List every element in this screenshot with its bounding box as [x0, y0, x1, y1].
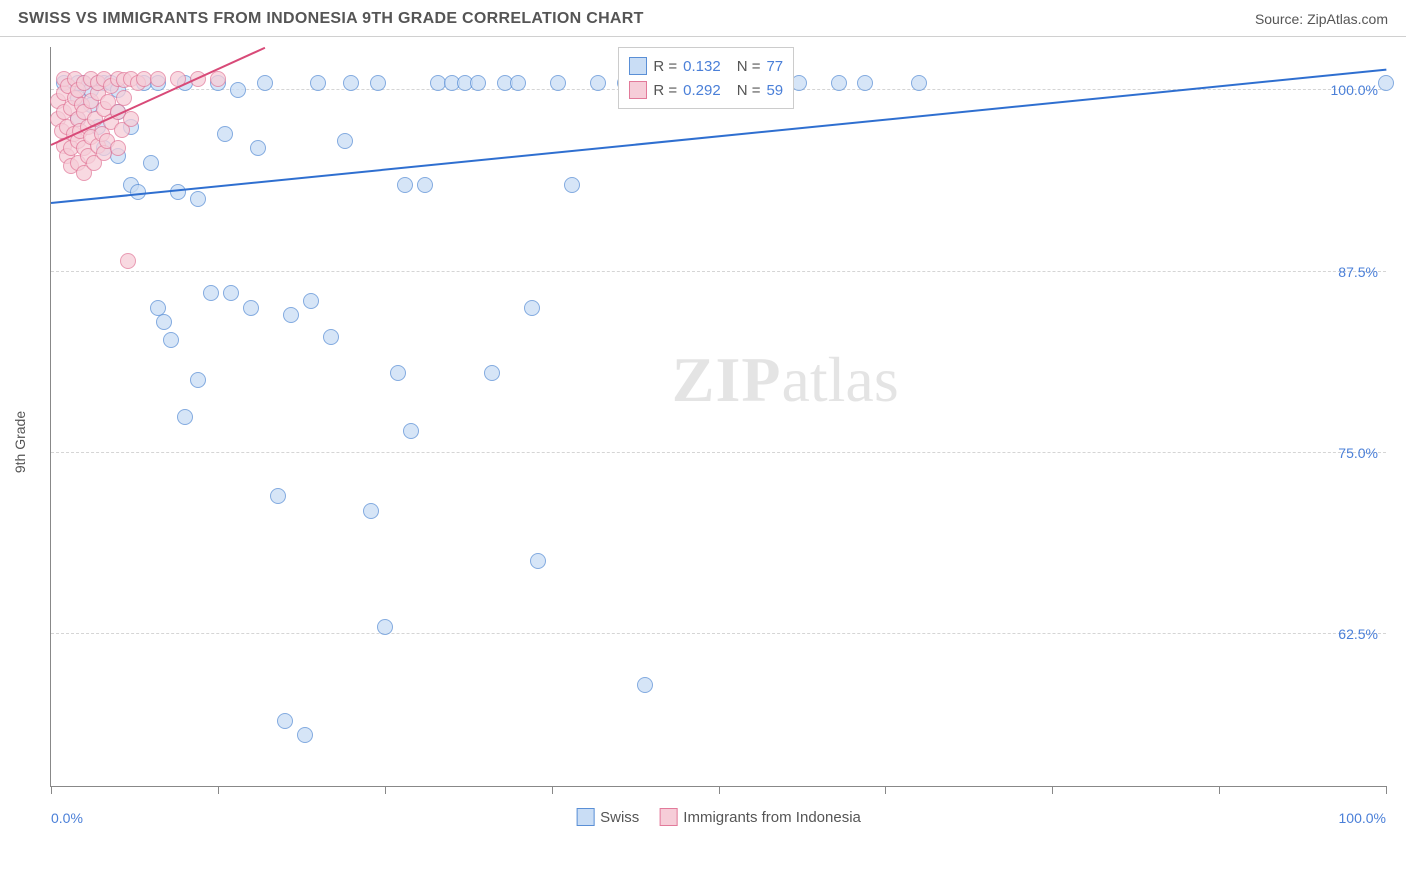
legend-r-value: 0.132 — [683, 58, 721, 75]
x-tick — [719, 786, 720, 794]
data-point — [484, 365, 500, 381]
y-tick-label: 62.5% — [1338, 626, 1378, 642]
legend-r-label: R = — [653, 82, 677, 99]
legend-swatch — [659, 808, 677, 826]
data-point — [270, 488, 286, 504]
x-min-label: 0.0% — [51, 810, 83, 826]
data-point — [403, 423, 419, 439]
data-point — [123, 111, 139, 127]
chart-container: 9th Grade ZIPatlas 62.5% 75.0% 87.5% 100.0%… — [0, 37, 1406, 847]
legend-row: R = 0.132 N = 77 — [629, 54, 783, 78]
watermark: ZIPatlas — [672, 343, 899, 417]
plot-area: ZIPatlas 62.5%75.0%87.5%100.0%0.0%100.0%… — [50, 47, 1386, 787]
y-tick-label: 87.5% — [1338, 264, 1378, 280]
grid-line — [51, 271, 1386, 272]
data-point — [190, 372, 206, 388]
data-point — [564, 177, 580, 193]
data-point — [530, 553, 546, 569]
data-point — [177, 409, 193, 425]
x-tick — [1219, 786, 1220, 794]
data-point — [203, 285, 219, 301]
data-point — [210, 71, 226, 87]
grid-line — [51, 452, 1386, 453]
legend-item: Swiss — [576, 808, 639, 826]
x-max-label: 100.0% — [1339, 810, 1386, 826]
data-point — [110, 140, 126, 156]
data-point — [170, 184, 186, 200]
data-point — [283, 307, 299, 323]
data-point — [343, 75, 359, 91]
data-point — [363, 503, 379, 519]
legend-swatch — [629, 57, 647, 75]
data-point — [377, 619, 393, 635]
legend-item: Immigrants from Indonesia — [659, 808, 861, 826]
data-point — [156, 314, 172, 330]
data-point — [637, 677, 653, 693]
data-point — [1378, 75, 1394, 91]
data-point — [163, 332, 179, 348]
legend-series: Swiss Immigrants from Indonesia — [576, 808, 861, 826]
data-point — [323, 329, 339, 345]
x-tick — [51, 786, 52, 794]
data-point — [250, 140, 266, 156]
legend-label: Immigrants from Indonesia — [683, 809, 861, 826]
data-point — [143, 155, 159, 171]
data-point — [223, 285, 239, 301]
data-point — [417, 177, 433, 193]
data-point — [257, 75, 273, 91]
data-point — [470, 75, 486, 91]
data-point — [510, 75, 526, 91]
data-point — [120, 253, 136, 269]
legend-n-label: N = — [737, 82, 761, 99]
chart-title: SWISS VS IMMIGRANTS FROM INDONESIA 9TH G… — [18, 10, 644, 28]
data-point — [370, 75, 386, 91]
data-point — [243, 300, 259, 316]
legend-correlation: R = 0.132 N = 77 R = 0.292 N = 59 — [618, 47, 794, 109]
legend-n-value: 77 — [766, 58, 783, 75]
y-tick-label: 100.0% — [1331, 82, 1378, 98]
data-point — [590, 75, 606, 91]
data-point — [550, 75, 566, 91]
data-point — [397, 177, 413, 193]
y-tick-label: 75.0% — [1338, 445, 1378, 461]
x-tick — [1052, 786, 1053, 794]
x-tick — [385, 786, 386, 794]
legend-n-value: 59 — [766, 82, 783, 99]
data-point — [116, 90, 132, 106]
data-point — [190, 191, 206, 207]
data-point — [297, 727, 313, 743]
legend-label: Swiss — [600, 809, 639, 826]
grid-line — [51, 633, 1386, 634]
chart-source: Source: ZipAtlas.com — [1255, 11, 1388, 27]
y-axis-title: 9th Grade — [12, 411, 28, 473]
x-tick — [1386, 786, 1387, 794]
data-point — [310, 75, 326, 91]
data-point — [277, 713, 293, 729]
data-point — [150, 71, 166, 87]
data-point — [831, 75, 847, 91]
data-point — [390, 365, 406, 381]
data-point — [217, 126, 233, 142]
chart-header: SWISS VS IMMIGRANTS FROM INDONESIA 9TH G… — [0, 0, 1406, 37]
x-tick — [218, 786, 219, 794]
data-point — [303, 293, 319, 309]
legend-r-value: 0.292 — [683, 82, 721, 99]
legend-row: R = 0.292 N = 59 — [629, 78, 783, 102]
data-point — [230, 82, 246, 98]
legend-r-label: R = — [653, 58, 677, 75]
legend-swatch — [576, 808, 594, 826]
x-tick — [885, 786, 886, 794]
legend-swatch — [629, 81, 647, 99]
data-point — [911, 75, 927, 91]
data-point — [337, 133, 353, 149]
data-point — [857, 75, 873, 91]
x-tick — [552, 786, 553, 794]
legend-n-label: N = — [737, 58, 761, 75]
data-point — [524, 300, 540, 316]
